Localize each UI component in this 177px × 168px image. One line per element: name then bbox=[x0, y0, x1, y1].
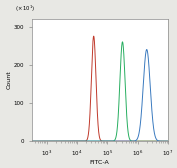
X-axis label: FITC-A: FITC-A bbox=[90, 160, 110, 164]
Y-axis label: Count: Count bbox=[7, 71, 12, 89]
Text: $(\times\,10^1)$: $(\times\,10^1)$ bbox=[15, 4, 35, 14]
